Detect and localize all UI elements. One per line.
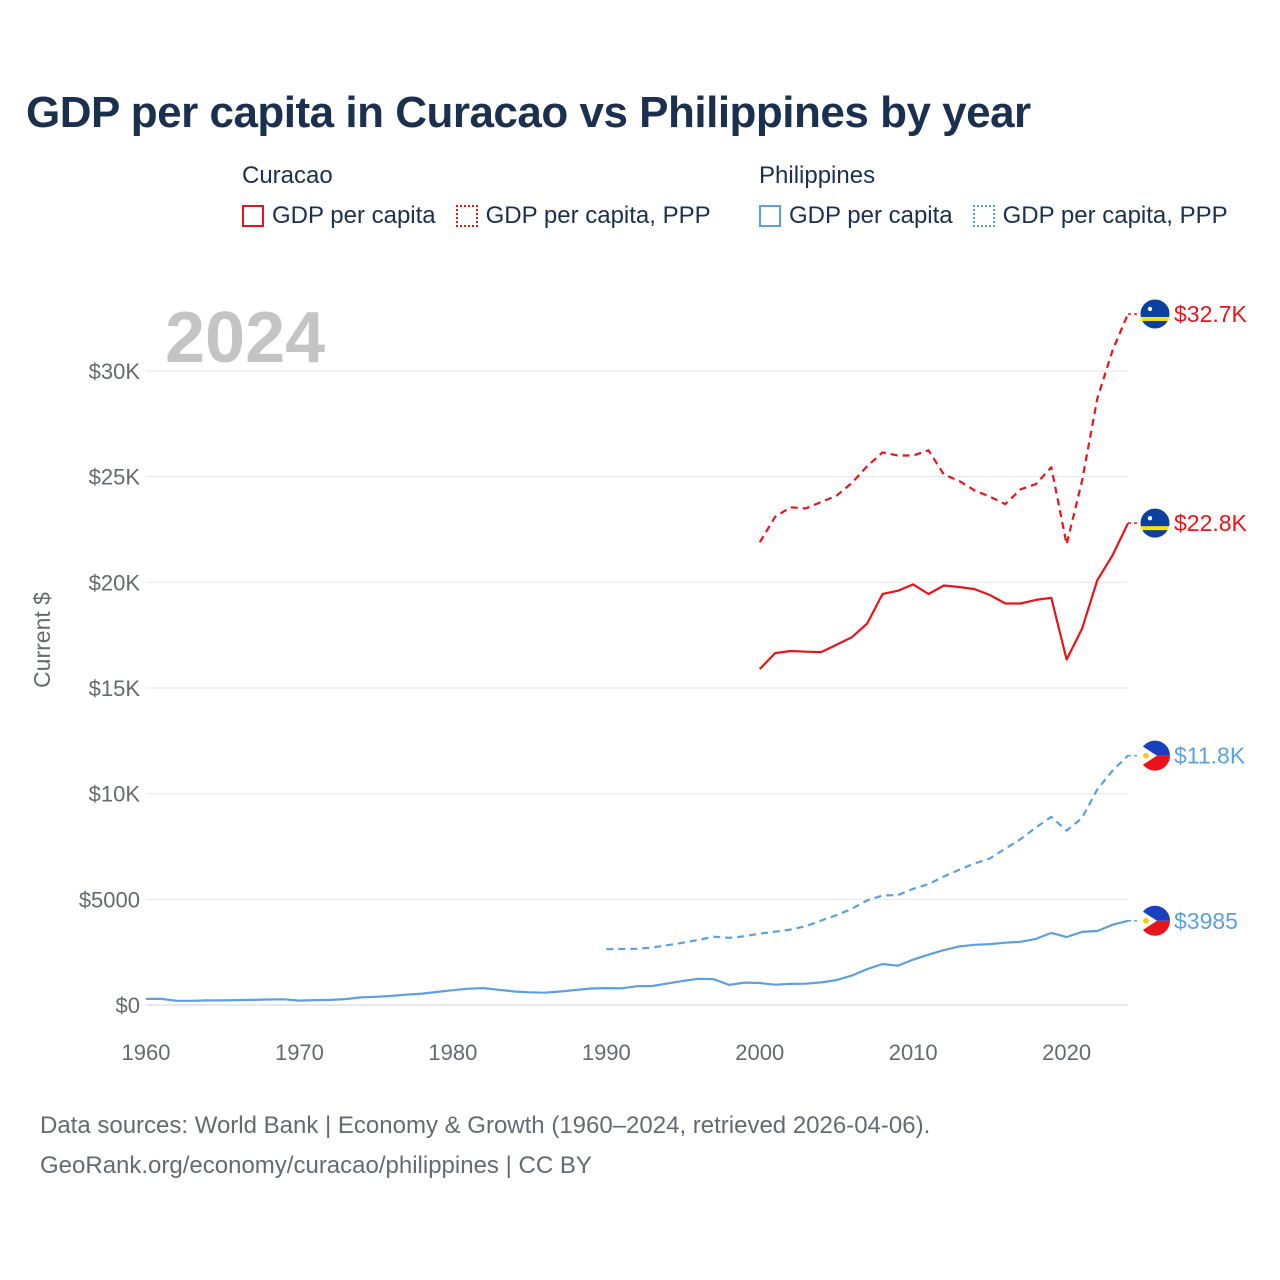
- x-tick-label: 1960: [122, 1040, 171, 1065]
- flag-star: [1147, 515, 1153, 521]
- end-value-label: $32.7K: [1174, 301, 1248, 327]
- legend-swatch-dotted-icon: [972, 205, 995, 227]
- legend-label: GDP per capita, PPP: [1002, 202, 1228, 229]
- legend-label: GDP per capita: [789, 202, 953, 229]
- source-line-2[interactable]: GeoRank.org/economy/curacao/philippines …: [40, 1152, 592, 1179]
- legend-swatch-dotted-icon: [455, 205, 478, 227]
- x-tick-label: 1970: [275, 1040, 324, 1065]
- line-chart: 2024 $0 $5000 $10K $15K $20K $25K $30K 1960 1970 1…: [29, 298, 1248, 1065]
- legend-label: GDP per capita, PPP: [485, 202, 711, 229]
- curacao-flag-icon: [1139, 507, 1171, 539]
- y-tick-label: $5000: [79, 887, 140, 912]
- legend-group-curacao: Curacao GDP per capita GDP per capita, P…: [242, 162, 731, 230]
- philippines-flag-icon: [1140, 905, 1170, 936]
- series-line-philippines-gdp-per-capita: [146, 919, 1129, 1002]
- year-watermark: 2024: [165, 298, 325, 378]
- y-axis-label: Current $: [29, 592, 55, 688]
- y-tick-label: $15K: [89, 676, 141, 701]
- y-tick-label: $0: [116, 993, 140, 1018]
- legend-swatch-solid-icon: [759, 205, 781, 227]
- flag-stripe: [1140, 526, 1170, 531]
- y-tick-label: $20K: [89, 570, 141, 595]
- x-tick-label: 2000: [735, 1040, 784, 1065]
- legend-group-philippines: Philippines GDP per capita GDP per capit…: [759, 162, 1248, 230]
- series-line-curacao-gdp-per-capita-ppp: [758, 313, 1130, 546]
- x-tick-label: 2010: [889, 1040, 938, 1065]
- series-line-curacao-gdp-per-capita: [759, 522, 1129, 670]
- flag-sun: [1143, 917, 1149, 924]
- y-tick-label: $25K: [89, 465, 141, 490]
- end-value-label: $22.8K: [1174, 510, 1248, 536]
- source-note: Data sources: World Bank | Economy & Gro…: [40, 1106, 930, 1186]
- legend-group-name: Curacao: [242, 162, 333, 189]
- legend-item-philippines-ppp[interactable]: GDP per capita, PPP: [972, 202, 1228, 230]
- y-tick-label: $30K: [89, 359, 141, 384]
- source-line-1: Data sources: World Bank | Economy & Gro…: [40, 1112, 931, 1139]
- flag-outline: [1139, 507, 1171, 539]
- flag-stripe: [1140, 316, 1170, 321]
- legend-swatch-solid-icon: [242, 205, 264, 227]
- legend-item-curacao-ppp[interactable]: GDP per capita, PPP: [455, 202, 711, 230]
- flag-sun: [1143, 752, 1149, 759]
- x-tick-label: 1990: [582, 1040, 631, 1065]
- end-value-label: $3985: [1174, 908, 1238, 934]
- philippines-flag-icon: [1140, 740, 1170, 771]
- end-value-label: $11.8K: [1174, 743, 1246, 769]
- y-tick-label: $10K: [89, 782, 141, 807]
- legend-item-curacao-gdp[interactable]: GDP per capita: [242, 202, 436, 230]
- flag-outline: [1139, 298, 1171, 330]
- x-tick-label: 2020: [1042, 1040, 1091, 1065]
- flag-disc: [1140, 508, 1170, 539]
- chart-title: GDP per capita in Curacao vs Philippines…: [26, 88, 1031, 137]
- legend-item-philippines-gdp[interactable]: GDP per capita: [759, 202, 953, 230]
- x-tick-label: 1980: [428, 1040, 477, 1065]
- legend-group-name: Philippines: [759, 162, 876, 189]
- legend-label: GDP per capita: [272, 202, 436, 229]
- curacao-flag-icon: [1139, 298, 1171, 330]
- flag-star: [1147, 306, 1153, 312]
- flag-disc: [1140, 298, 1170, 329]
- series-line-philippines-gdp-per-capita-ppp: [606, 754, 1129, 951]
